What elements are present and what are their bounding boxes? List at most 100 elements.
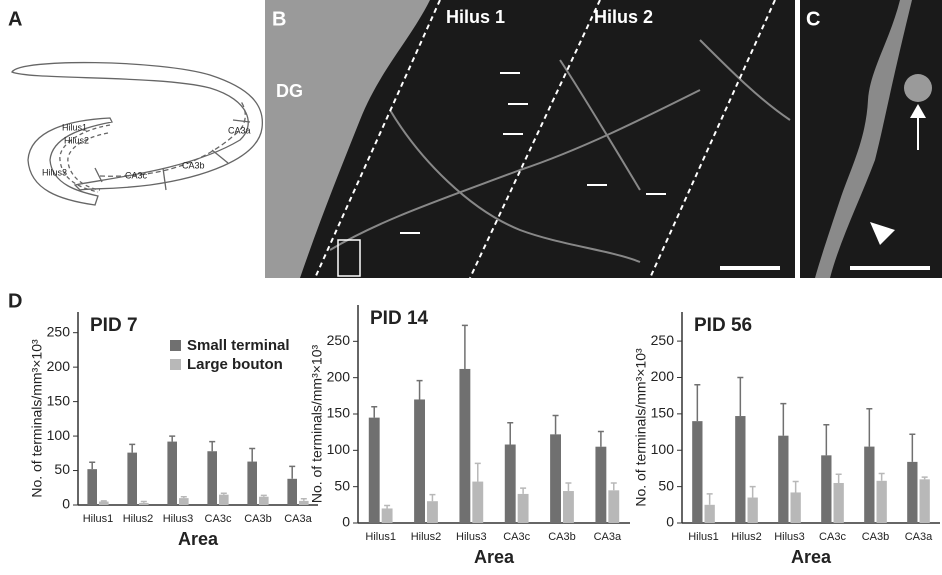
error-bar (878, 472, 885, 481)
error-bar (909, 433, 916, 462)
bar (381, 508, 393, 523)
bar (459, 368, 471, 523)
y-tick-label: 200 (327, 368, 351, 384)
diagram-label: CA3a (228, 125, 251, 135)
error-bar (461, 324, 468, 369)
hippocampus-diagram (11, 61, 264, 206)
error-bar (520, 487, 527, 494)
x-tick-label: CA3b (862, 531, 890, 543)
bar (790, 492, 801, 523)
y-tick-label: 50 (54, 461, 70, 477)
bar (778, 435, 789, 523)
x-axis-title: Area (474, 547, 515, 567)
bar (919, 479, 930, 523)
x-tick-label: CA3a (594, 531, 622, 543)
micrograph-zoom (800, 0, 942, 278)
x-tick-label: Hilus2 (123, 513, 154, 525)
y-tick-label: 100 (651, 441, 675, 457)
bar (595, 446, 607, 523)
bar (735, 416, 746, 523)
x-axis-title: Area (178, 529, 219, 549)
micrograph-label: DG (276, 81, 303, 101)
bar (179, 498, 189, 505)
bar (833, 482, 844, 523)
error-bar (835, 473, 842, 483)
error-bar (220, 492, 227, 495)
panel-label: D (8, 290, 22, 312)
error-bar (706, 493, 713, 505)
error-bar (209, 440, 216, 452)
micrograph-label: Hilus 2 (594, 7, 653, 27)
bar (139, 502, 149, 505)
error-bar (416, 379, 423, 400)
diagram-label: CA3c (125, 170, 148, 180)
bar (87, 469, 97, 505)
x-tick-label: Hilus3 (456, 531, 487, 543)
error-bar (474, 462, 481, 482)
error-bar (610, 482, 617, 491)
chart-title: PID 7 (90, 315, 138, 336)
error-bar (565, 482, 572, 492)
x-tick-label: CA3b (244, 513, 272, 525)
y-tick-label: 50 (658, 477, 674, 493)
bar (504, 444, 516, 523)
error-bar (249, 447, 256, 462)
bar (692, 421, 703, 523)
y-tick-label: 250 (47, 323, 71, 339)
bar (127, 452, 137, 505)
error-bar (289, 465, 296, 479)
x-tick-label: Hilus1 (83, 513, 114, 525)
x-tick-label: CA3a (905, 531, 933, 543)
micrograph-label: Hilus 1 (446, 7, 505, 27)
bar (907, 461, 918, 523)
y-axis-title: No. of terminals/mm³×10³ (633, 348, 649, 507)
error-bar (866, 408, 873, 447)
y-tick-label: 0 (62, 496, 70, 512)
error-bar (89, 461, 96, 470)
x-tick-label: Hilus3 (163, 513, 194, 525)
x-tick-label: Hilus2 (731, 531, 762, 543)
error-bar (169, 435, 176, 442)
bar (876, 480, 887, 523)
y-tick-label: 0 (342, 514, 350, 530)
y-tick-label: 0 (666, 514, 674, 530)
diagram-label: Hilus2 (64, 135, 89, 145)
bar (821, 455, 832, 523)
y-tick-label: 150 (47, 392, 71, 408)
error-bar (597, 430, 604, 447)
chart-title: PID 56 (694, 315, 752, 336)
bar (414, 399, 425, 523)
diagram-label: Hilus1 (62, 122, 87, 132)
legend-label: Large bouton (187, 356, 283, 373)
error-bar (780, 402, 787, 436)
y-axis-title: No. of terminals/mm³×10³ (29, 339, 45, 498)
error-bar (749, 485, 756, 498)
error-bar (429, 493, 436, 502)
error-bar (384, 504, 391, 509)
error-bar (300, 498, 307, 501)
x-tick-label: Hilus2 (411, 531, 442, 543)
error-bar (371, 405, 378, 418)
y-tick-label: 50 (334, 477, 350, 493)
error-bar (260, 494, 267, 497)
y-tick-label: 100 (327, 441, 351, 457)
error-bar (823, 424, 830, 456)
bar (219, 494, 229, 505)
x-tick-label: Hilus3 (774, 531, 805, 543)
panel-label: A (8, 8, 22, 30)
error-bar (921, 476, 928, 480)
legend-swatch (170, 340, 181, 351)
bar (472, 481, 484, 523)
y-tick-label: 100 (47, 427, 71, 443)
y-tick-label: 250 (327, 332, 351, 348)
bar (864, 446, 875, 523)
bar (287, 478, 297, 505)
bar (259, 496, 269, 505)
error-bar (552, 414, 559, 435)
x-tick-label: CA3a (284, 513, 312, 525)
y-axis-title: No. of terminals/mm³×10³ (309, 345, 325, 504)
bar (608, 490, 620, 523)
panel-label: B (272, 8, 286, 30)
x-tick-label: CA3c (205, 513, 232, 525)
